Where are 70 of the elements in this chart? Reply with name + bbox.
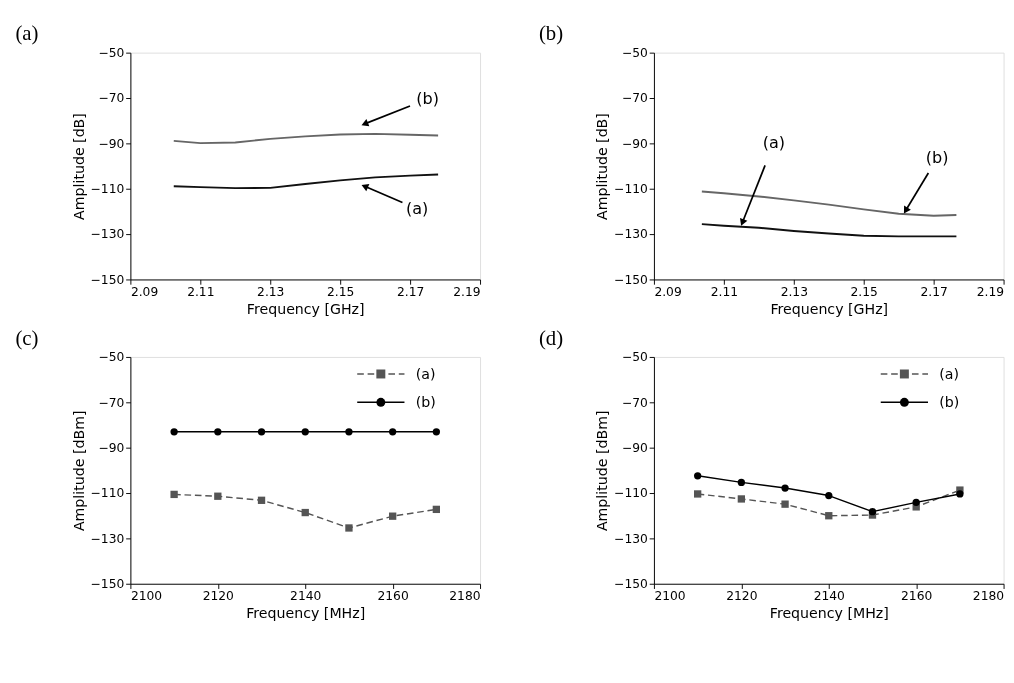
x-tick-label: 2.15	[327, 285, 355, 300]
y-tick-label: −50	[98, 45, 125, 60]
y-tick-label: −110	[90, 486, 125, 501]
x-tick-label: 2120	[726, 589, 758, 604]
y-tick-label: −150	[614, 577, 648, 592]
x-tick-label: 2.17	[920, 285, 948, 300]
x-tick-label: 2100	[130, 589, 163, 604]
y-axis-title: Amplitude [dBm]	[594, 410, 611, 532]
annotation: (b)	[925, 148, 949, 168]
y-tick-label: −110	[614, 486, 648, 501]
y-axis-title: Amplitude [dB]	[70, 113, 87, 220]
y-tick-label: −150	[90, 577, 125, 592]
x-tick-label: 2.13	[780, 285, 808, 300]
y-tick-label: −110	[614, 182, 648, 197]
y-tick-label: −70	[98, 395, 125, 410]
y-tick-label: −70	[98, 91, 125, 106]
x-tick-label: 2.15	[850, 285, 878, 300]
x-tick-label: 2160	[377, 589, 409, 604]
x-tick-label: 2.09	[654, 285, 682, 300]
x-tick-label: 2140	[290, 589, 322, 604]
y-tick-label: −90	[98, 440, 125, 455]
y-tick-label: −90	[98, 136, 125, 151]
y-axis-title: Amplitude [dBm]	[70, 410, 87, 532]
y-tick-label: −70	[621, 395, 648, 410]
legend-label: (a)	[415, 365, 436, 382]
x-tick-label: 2180	[972, 589, 1005, 604]
y-tick-label: −130	[90, 227, 125, 242]
y-tick-label: −130	[614, 531, 648, 546]
legend-label: (a)	[939, 365, 960, 382]
x-tick-label: 2.11	[710, 285, 739, 300]
x-tick-label: 2140	[813, 589, 845, 604]
x-tick-label: 2160	[901, 589, 933, 604]
y-tick-label: −130	[614, 227, 648, 242]
legend-label: (b)	[415, 394, 436, 411]
x-axis-title: Frequency [GHz]	[246, 300, 365, 317]
line-series	[172, 132, 440, 145]
x-tick-label: 2.19	[976, 285, 1005, 300]
y-tick-label: −70	[621, 91, 648, 106]
x-tick-label: 2120	[202, 589, 234, 604]
x-axis-title: Frequency [MHz]	[769, 605, 889, 622]
x-tick-label: 2.09	[130, 285, 159, 300]
x-axis-title: Frequency [MHz]	[246, 605, 366, 622]
line-series	[700, 190, 958, 217]
chart-title: (b)	[538, 21, 564, 46]
line-series	[700, 223, 958, 238]
chart-title: (c)	[15, 325, 39, 350]
annotation: (b)	[416, 88, 439, 108]
y-tick-label: −90	[621, 440, 648, 455]
y-tick-label: −110	[90, 182, 125, 197]
annotation: (a)	[405, 198, 429, 218]
y-tick-label: −50	[98, 350, 125, 365]
x-tick-label: 2.11	[187, 285, 215, 300]
y-tick-label: −50	[621, 350, 648, 365]
chart-title: (a)	[15, 21, 39, 46]
y-tick-label: −150	[90, 272, 125, 287]
annotation: (a)	[762, 132, 786, 152]
y-tick-label: −130	[90, 531, 125, 546]
y-tick-label: −50	[621, 45, 648, 60]
y-tick-label: −150	[614, 272, 648, 287]
line-series	[172, 173, 440, 190]
x-tick-label: 2.17	[396, 285, 425, 300]
x-tick-label: 2180	[449, 589, 481, 604]
x-tick-label: 2100	[654, 589, 686, 604]
chart-title: (d)	[538, 325, 564, 350]
x-axis-title: Frequency [GHz]	[770, 300, 889, 317]
y-tick-label: −90	[621, 136, 648, 151]
legend-label: (b)	[939, 394, 960, 411]
x-tick-label: 2.13	[257, 285, 285, 300]
y-axis-title: Amplitude [dB]	[594, 113, 611, 220]
x-tick-label: 2.19	[453, 285, 481, 300]
